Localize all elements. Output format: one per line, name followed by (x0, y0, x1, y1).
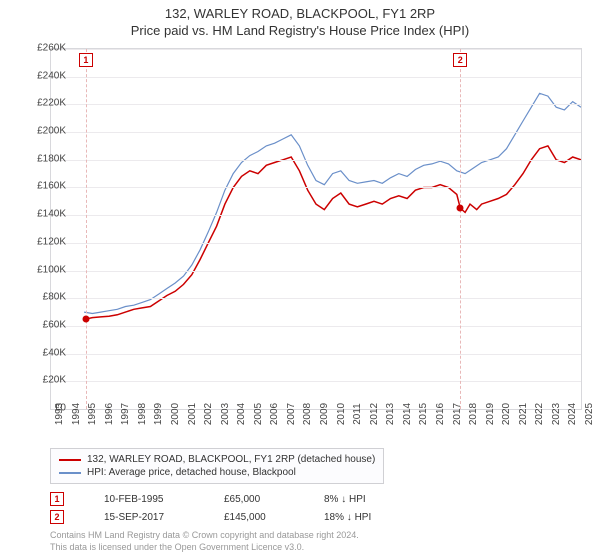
gridline (51, 49, 581, 50)
event-vline (86, 49, 87, 409)
x-tick-label: 2021 (518, 403, 529, 425)
gridline (51, 215, 581, 216)
x-tick-label: 2022 (534, 403, 545, 425)
chart-area: 12 (50, 48, 582, 410)
gridline (51, 132, 581, 133)
record-date: 10-FEB-1995 (104, 494, 184, 505)
x-tick-label: 1995 (87, 403, 98, 425)
legend-label: HPI: Average price, detached house, Blac… (87, 467, 296, 478)
x-tick-label: 2006 (269, 403, 280, 425)
record-row: 2 15-SEP-2017 £145,000 18% ↓ HPI (50, 508, 371, 526)
event-point (457, 205, 464, 212)
x-tick-label: 2000 (170, 403, 181, 425)
x-tick-label: 1997 (120, 403, 131, 425)
x-tick-label: 2010 (336, 403, 347, 425)
gridline (51, 104, 581, 105)
x-tick-label: 2025 (584, 403, 595, 425)
footer-line: Contains HM Land Registry data © Crown c… (50, 530, 359, 542)
x-tick-label: 2005 (253, 403, 264, 425)
y-tick-label: £120K (24, 236, 66, 247)
y-tick-label: £200K (24, 126, 66, 137)
y-tick-label: £160K (24, 181, 66, 192)
x-tick-label: 2007 (286, 403, 297, 425)
title-block: 132, WARLEY ROAD, BLACKPOOL, FY1 2RP Pri… (0, 0, 600, 38)
x-tick-label: 2008 (302, 403, 313, 425)
x-tick-label: 2002 (203, 403, 214, 425)
legend: 132, WARLEY ROAD, BLACKPOOL, FY1 2RP (de… (50, 448, 384, 484)
gridline (51, 298, 581, 299)
x-tick-label: 2015 (418, 403, 429, 425)
record-pct: 8% ↓ HPI (324, 494, 366, 505)
x-tick-label: 2001 (187, 403, 198, 425)
x-tick-label: 2011 (352, 403, 363, 425)
x-tick-label: 2019 (485, 403, 496, 425)
gridline (51, 381, 581, 382)
record-pct: 18% ↓ HPI (324, 512, 371, 523)
y-tick-label: £220K (24, 98, 66, 109)
gridline (51, 160, 581, 161)
y-tick-label: £60K (24, 319, 66, 330)
gridline (51, 187, 581, 188)
x-tick-label: 2004 (236, 403, 247, 425)
x-tick-label: 2018 (468, 403, 479, 425)
legend-swatch (59, 459, 81, 461)
y-tick-label: £240K (24, 70, 66, 81)
y-tick-label: £140K (24, 209, 66, 220)
x-tick-label: 1994 (71, 403, 82, 425)
legend-row: 132, WARLEY ROAD, BLACKPOOL, FY1 2RP (de… (59, 453, 375, 466)
legend-swatch (59, 472, 81, 474)
x-tick-label: 2012 (369, 403, 380, 425)
y-tick-label: £20K (24, 375, 66, 386)
event-marker: 2 (453, 53, 467, 67)
chart-container: 132, WARLEY ROAD, BLACKPOOL, FY1 2RP Pri… (0, 0, 600, 560)
x-tick-label: 2014 (402, 403, 413, 425)
record-row: 1 10-FEB-1995 £65,000 8% ↓ HPI (50, 490, 371, 508)
title-subtitle: Price paid vs. HM Land Registry's House … (0, 23, 600, 38)
footer-line: This data is licensed under the Open Gov… (50, 542, 359, 554)
event-marker: 1 (79, 53, 93, 67)
x-tick-label: 1996 (104, 403, 115, 425)
x-tick-label: 2003 (220, 403, 231, 425)
x-tick-label: 1999 (153, 403, 164, 425)
event-vline (460, 49, 461, 409)
y-tick-label: £100K (24, 264, 66, 275)
x-tick-label: 2009 (319, 403, 330, 425)
footer: Contains HM Land Registry data © Crown c… (50, 530, 359, 553)
x-tick-label: 2013 (385, 403, 396, 425)
x-tick-label: 2024 (567, 403, 578, 425)
y-tick-label: £80K (24, 292, 66, 303)
gridline (51, 354, 581, 355)
gridline (51, 326, 581, 327)
x-tick-label: 2017 (452, 403, 463, 425)
record-marker: 2 (50, 510, 64, 524)
legend-label: 132, WARLEY ROAD, BLACKPOOL, FY1 2RP (de… (87, 454, 375, 465)
series-hpi (84, 93, 581, 313)
record-marker: 1 (50, 492, 64, 506)
x-tick-label: 1993 (54, 403, 65, 425)
gridline (51, 243, 581, 244)
y-tick-label: £40K (24, 347, 66, 358)
x-tick-label: 2020 (501, 403, 512, 425)
chart-svg (51, 49, 581, 409)
record-date: 15-SEP-2017 (104, 512, 184, 523)
y-tick-label: £180K (24, 153, 66, 164)
gridline (51, 271, 581, 272)
event-point (82, 316, 89, 323)
records-table: 1 10-FEB-1995 £65,000 8% ↓ HPI 2 15-SEP-… (50, 490, 371, 526)
x-tick-label: 2016 (435, 403, 446, 425)
gridline (51, 77, 581, 78)
y-tick-label: £260K (24, 43, 66, 54)
record-price: £65,000 (224, 494, 284, 505)
record-price: £145,000 (224, 512, 284, 523)
x-tick-label: 1998 (137, 403, 148, 425)
legend-row: HPI: Average price, detached house, Blac… (59, 466, 375, 479)
x-tick-label: 2023 (551, 403, 562, 425)
title-address: 132, WARLEY ROAD, BLACKPOOL, FY1 2RP (0, 6, 600, 21)
